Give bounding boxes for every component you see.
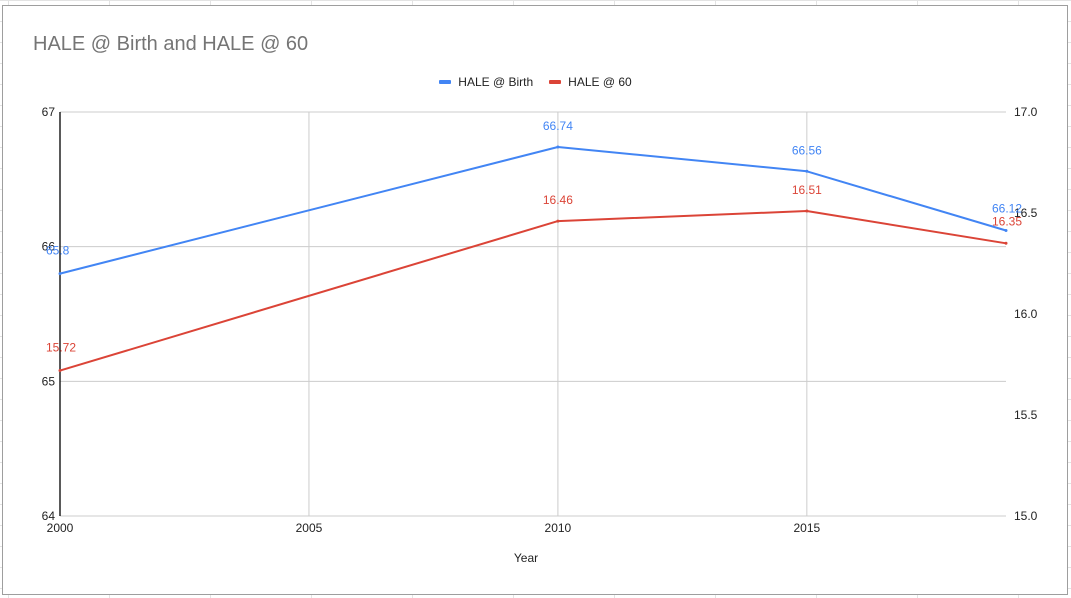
legend-item-birth[interactable]: HALE @ Birth [439, 75, 533, 89]
data-label-0-3: 66.12 [992, 202, 1022, 216]
y-right-tick-label-2: 16.0 [1014, 307, 1038, 321]
y-left-tick-label-0: 64 [42, 509, 56, 523]
data-label-0-1: 66.74 [543, 119, 573, 133]
series-point-1-0 [58, 369, 62, 373]
series-point-1-3 [1004, 241, 1008, 245]
x-axis-title: Year [514, 551, 538, 565]
series-point-0-0 [58, 272, 62, 276]
x-tick-label-1: 2005 [296, 521, 323, 535]
data-label-0-0: 65.8 [46, 244, 70, 258]
data-label-1-3: 16.35 [992, 214, 1022, 228]
legend-swatch-birth [439, 80, 452, 84]
y-right-tick-label-4: 17.0 [1014, 105, 1038, 119]
x-tick-label-0: 2000 [47, 521, 74, 535]
series-point-1-1 [556, 219, 560, 223]
y-left-tick-label-3: 67 [42, 105, 56, 119]
data-label-1-0: 15.72 [46, 341, 76, 355]
y-right-tick-label-0: 15.0 [1014, 509, 1038, 523]
series-point-0-3 [1004, 229, 1008, 233]
x-tick-label-3: 2015 [793, 521, 820, 535]
series-line-1 [59, 210, 1007, 372]
y-left-tick-label-2: 66 [42, 240, 56, 254]
legend-swatch-sixty [549, 80, 562, 84]
y-right-tick-label-3: 16.5 [1014, 206, 1038, 220]
series-line-0 [59, 146, 1007, 275]
x-tick-label-2: 2010 [545, 521, 572, 535]
data-label-0-2: 66.56 [792, 143, 822, 157]
y-right-tick-label-1: 15.5 [1014, 408, 1038, 422]
legend-item-sixty[interactable]: HALE @ 60 [549, 75, 632, 89]
series-point-1-2 [805, 209, 809, 213]
series-point-0-2 [805, 169, 809, 173]
data-label-1-1: 16.46 [543, 193, 573, 207]
legend-label-birth: HALE @ Birth [458, 75, 534, 89]
series-point-0-1 [556, 145, 560, 149]
data-label-1-2: 16.51 [792, 183, 822, 197]
chart-legend: HALE @ Birth HALE @ 60 [0, 72, 1071, 92]
legend-label-sixty: HALE @ 60 [568, 75, 632, 89]
chart-title: HALE @ Birth and HALE @ 60 [33, 33, 309, 55]
y-left-tick-label-1: 65 [42, 374, 56, 388]
chart-container[interactable] [2, 5, 1068, 595]
